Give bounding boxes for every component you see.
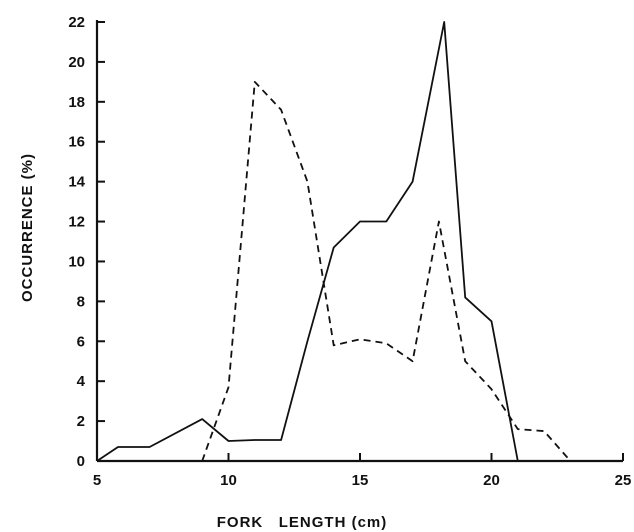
y-tick-label: 6 <box>77 333 85 350</box>
dashed-series-line <box>201 81 572 462</box>
y-tick-label: 2 <box>77 413 85 430</box>
y-tick-label: 20 <box>68 54 85 71</box>
y-tick-label: 0 <box>77 453 85 470</box>
y-tick-label: 14 <box>68 174 85 191</box>
x-tick-label: 15 <box>352 472 369 489</box>
solid-series-line <box>96 21 519 462</box>
x-tick-label: 10 <box>220 472 237 489</box>
y-tick-label: 16 <box>68 134 85 151</box>
x-tick-label: 20 <box>483 472 500 489</box>
x-tick-label: 5 <box>93 472 101 489</box>
x-tick-label: 25 <box>615 472 632 489</box>
series-group <box>96 21 572 462</box>
y-axis-title: OCCURRENCE (%) <box>19 153 36 302</box>
y-tick-label: 12 <box>68 214 85 231</box>
ticks: 0 2 4 6 8 10 12 14 16 18 20 22 5 10 15 20 25 <box>68 14 631 489</box>
y-tick-label: 4 <box>77 373 86 390</box>
x-axis-title: FORK LENGTH (cm) <box>217 514 388 531</box>
y-tick-label: 10 <box>68 253 85 270</box>
y-tick-label: 18 <box>68 94 85 111</box>
y-tick-label: 22 <box>68 14 85 31</box>
y-tick-label: 8 <box>77 293 85 310</box>
axes <box>95 20 623 463</box>
